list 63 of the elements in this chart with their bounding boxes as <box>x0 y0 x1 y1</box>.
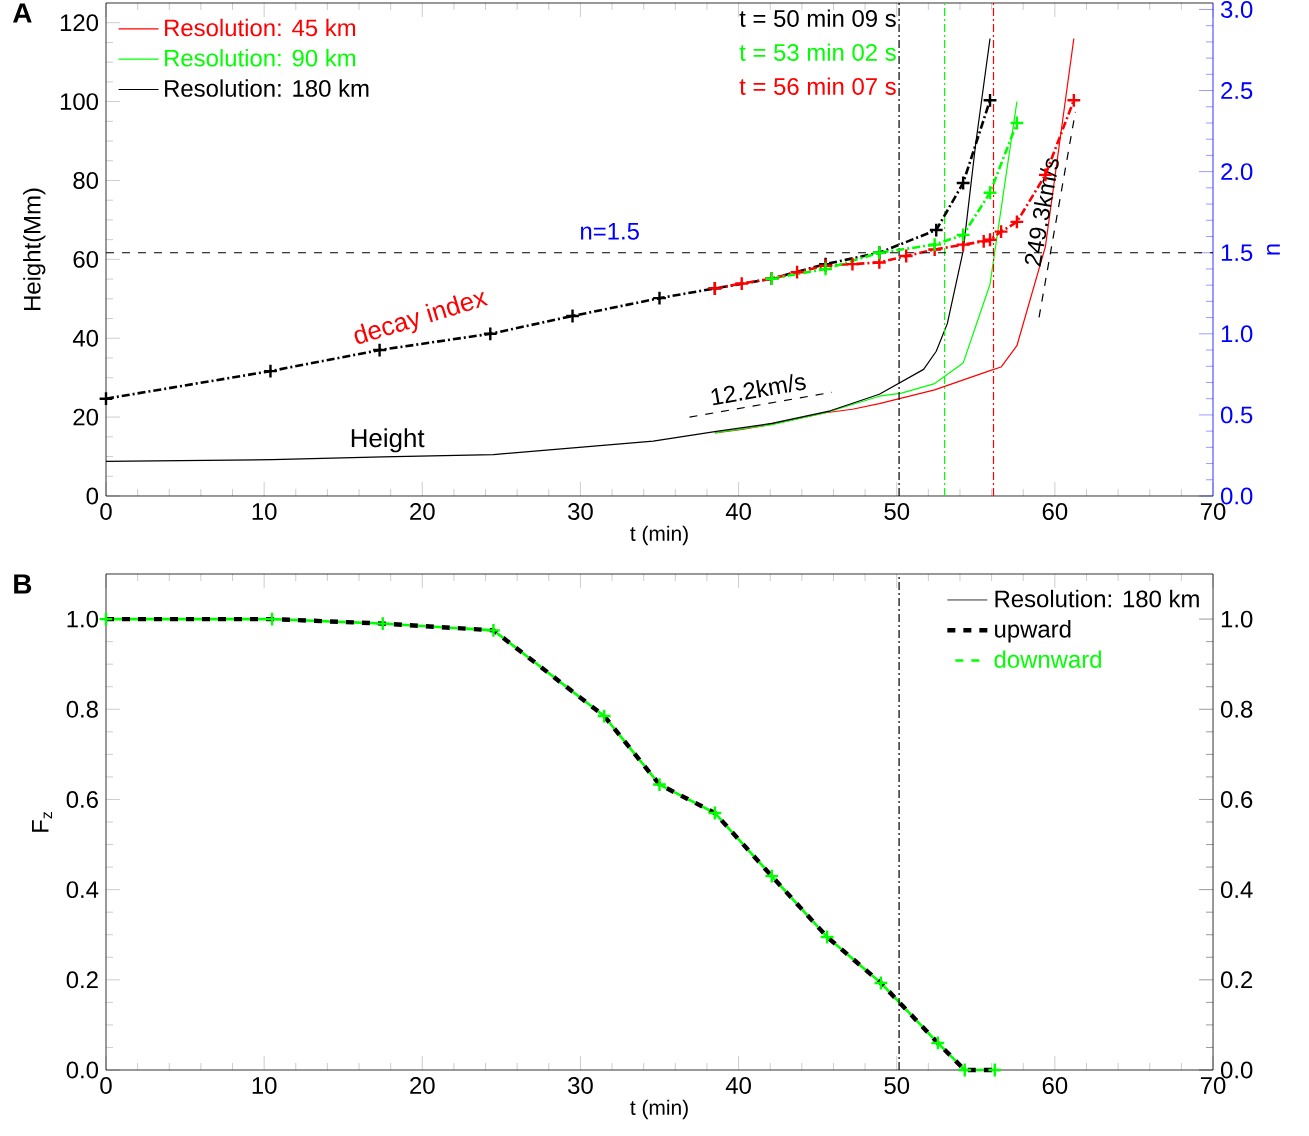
y-tick-label: 1.0 <box>67 610 99 628</box>
y-tick-label: 60 <box>73 250 99 268</box>
y2-tick-label: 2.5 <box>1221 82 1253 99</box>
ref-line-label: n=1.5 <box>581 223 639 240</box>
y2-tick-label: 0.2 <box>1221 971 1253 989</box>
y2-tick-label: 0.6 <box>1221 790 1253 808</box>
x-tick-label: 40 <box>725 503 751 520</box>
y-tick-label: 0.6 <box>66 790 98 808</box>
y-tick-label: 120 <box>60 14 99 32</box>
y2-tick-label: 3.0 <box>1220 1 1253 18</box>
x-axis-title: t (min) <box>630 1099 688 1120</box>
x-tick-label: 40 <box>725 1077 751 1094</box>
x-tick-label: 70 <box>1200 1077 1226 1094</box>
x-tick-label: 0 <box>100 1077 112 1094</box>
ref-line-label: t = 53 min 02 s <box>739 43 896 61</box>
y-tick-label: 0.8 <box>66 700 98 718</box>
y-tick-label: 80 <box>73 172 99 189</box>
x-tick-label: 0 <box>100 503 112 520</box>
ref-line-label: t = 50 min 09 s <box>739 9 896 27</box>
text: 12.2km/s <box>711 373 806 406</box>
x-tick-label: 20 <box>410 1077 435 1094</box>
y2-axis-title: n <box>1266 244 1280 255</box>
legend-label: upward <box>995 620 1071 643</box>
text: B <box>14 574 32 594</box>
ref-line-label: t = 56 min 07 s <box>739 77 896 95</box>
y2-tick-label: 2.0 <box>1221 163 1253 181</box>
text: 249.3km/s <box>1024 158 1059 267</box>
y-tick-label: 40 <box>72 329 99 347</box>
x-tick-label: 50 <box>884 503 910 520</box>
y2-tick-label: 0.0 <box>1220 487 1253 505</box>
x-tick-label: 20 <box>410 503 435 520</box>
y2-tick-label: 1.5 <box>1221 244 1253 262</box>
x-tick-label: 60 <box>1042 1077 1068 1094</box>
x-tick-label: 30 <box>568 503 593 520</box>
y-tick-label: 100 <box>60 93 99 111</box>
annotation: Height <box>351 428 425 453</box>
text: A <box>12 3 32 23</box>
y2-tick-label: 0.8 <box>1221 700 1253 718</box>
y-tick-label: 0.4 <box>66 881 99 899</box>
y2-tick-label: 1.0 <box>1221 325 1253 343</box>
x-tick-label: 50 <box>884 1077 910 1094</box>
y-axis-title: F$_{z}$ <box>32 811 53 832</box>
y-tick-label: 20 <box>73 408 99 426</box>
y-tick-label: 0.2 <box>66 971 98 989</box>
y2-tick-label: 0.4 <box>1221 881 1253 899</box>
x-axis-title: t (min) <box>630 525 688 546</box>
x-tick-label: 30 <box>568 1077 593 1094</box>
legend-label: Resolution: 180 km <box>165 79 369 97</box>
x-tick-label: 70 <box>1200 503 1226 520</box>
legend-label: Resolution: 45 km <box>165 18 356 37</box>
x-tick-label: 10 <box>252 503 277 520</box>
legend-label: downward <box>994 650 1101 668</box>
y-tick-label: 0 <box>86 487 99 505</box>
y-tick-label: 0.0 <box>66 1061 99 1079</box>
legend-title: Resolution: 180 km <box>995 589 1199 608</box>
y2-tick-label: 0.0 <box>1221 1061 1253 1079</box>
y2-tick-label: 0.5 <box>1220 406 1253 424</box>
y2-tick-label: 1.0 <box>1221 610 1253 628</box>
x-tick-label: 10 <box>252 1077 277 1094</box>
y-axis-title: Height(Mm) <box>23 188 46 310</box>
annotation: decay index <box>354 291 489 344</box>
x-tick-label: 60 <box>1042 503 1068 520</box>
legend-label: Resolution: 90 km <box>165 49 356 67</box>
